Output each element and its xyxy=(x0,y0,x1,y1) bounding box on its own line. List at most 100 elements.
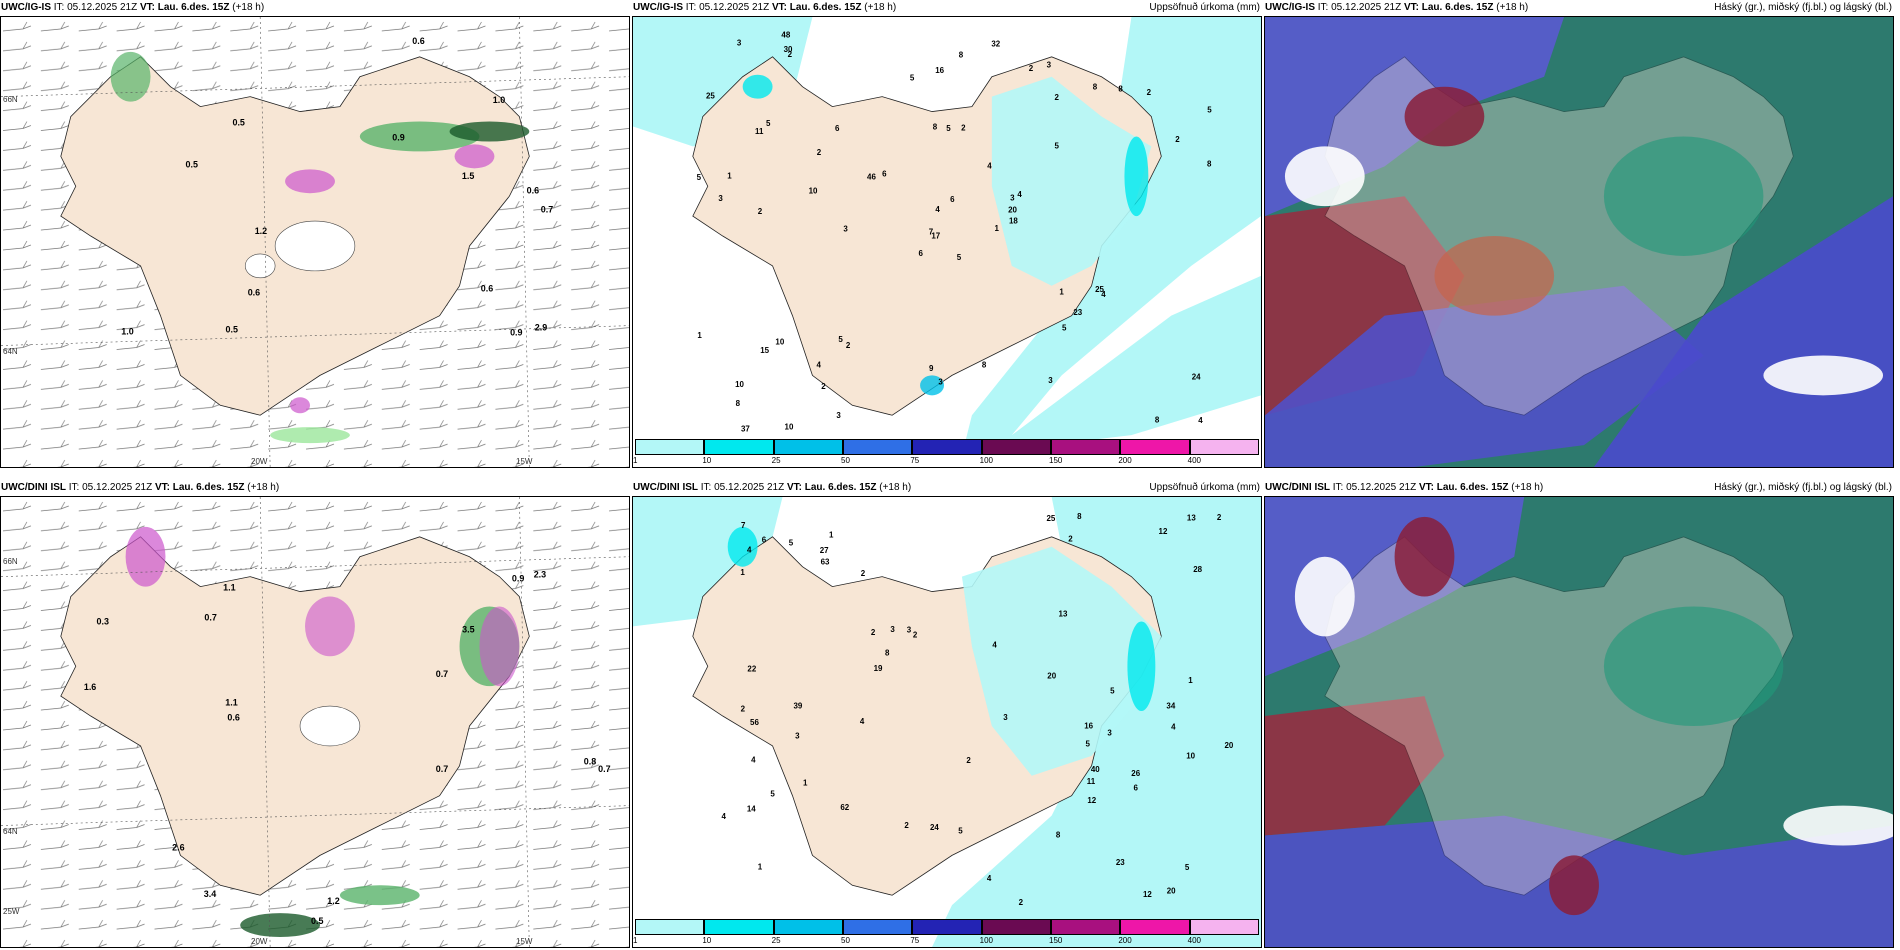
colorbar-swatch xyxy=(704,919,774,935)
panel-title: UWC/DINI ISL IT: 05.12.2025 21Z VT: Lau.… xyxy=(633,482,912,493)
colorbar-tick-label: 75 xyxy=(910,456,920,465)
map-value-label: 4 xyxy=(987,874,992,883)
colorbar-tick-label: 200 xyxy=(1118,456,1132,465)
lon-label: 15W xyxy=(516,457,533,466)
lon-label: 25W xyxy=(3,907,20,916)
map-frame[interactable] xyxy=(1264,496,1894,948)
map-value-label: 5 xyxy=(1086,739,1091,748)
map-value-label: 0.6 xyxy=(481,284,493,294)
map-value-label: 37 xyxy=(741,424,750,433)
map-value-label: 3 xyxy=(938,377,943,386)
map-value-label: 2 xyxy=(1147,88,1152,97)
colorbar-swatch xyxy=(912,919,982,935)
map-value-label: 0.7 xyxy=(541,205,553,215)
map-frame[interactable]: 5 4 1 1 2 23 14 2 2 2 1 2 4 5 2 1 2 3 3 1 2 12 19 10 25 27 40 56 63 5… xyxy=(632,496,1262,948)
cloud-cover-map[interactable] xyxy=(1265,17,1893,467)
accumulated-precip-map[interactable]: 5411223142221245212331212191025274056635… xyxy=(633,497,1261,947)
map-value-label: 2 xyxy=(758,207,763,216)
map-value-label: 6 xyxy=(1134,784,1139,793)
map-value-label: 0.5 xyxy=(225,325,237,335)
map-value-label: 2 xyxy=(817,148,822,157)
map-value-label: 18 xyxy=(1009,217,1018,226)
map-value-label: 12 xyxy=(1143,890,1152,899)
map-value-label: 8 xyxy=(933,123,938,132)
map-value-label: 3 xyxy=(1107,729,1112,738)
map-value-label: 0.9 xyxy=(512,574,524,584)
map-value-label: 8 xyxy=(982,361,987,370)
map-frame[interactable] xyxy=(1264,16,1894,468)
map-value-label: 4 xyxy=(722,812,727,821)
map-value-label: 4 xyxy=(1017,190,1022,199)
colorbar-swatch xyxy=(1120,439,1190,455)
precip-wind-map[interactable]: 0.5 0.6 0.9 0.7 1.2 2.9 0.6 0.6 0.9 1.0 0.5 0.6 1.5 0… xyxy=(1,17,629,467)
colorbar-tick-label: 10 xyxy=(702,936,712,945)
panel-title: UWC/IG-IS IT: 05.12.2025 21Z VT: Lau. 6.… xyxy=(1,2,265,13)
map-value-label: 25 xyxy=(706,91,715,100)
colorbar-swatch xyxy=(843,919,913,935)
colorbar-swatch xyxy=(981,439,1051,455)
lat-label: 66N xyxy=(3,557,18,566)
map-value-label: 20 xyxy=(1167,887,1176,896)
map-value-label: 13 xyxy=(1187,514,1196,523)
map-value-label: 5 xyxy=(958,827,963,836)
map-value-label: 4 xyxy=(817,361,822,370)
colorbar-swatch xyxy=(773,919,843,935)
map-value-label: 3 xyxy=(1048,376,1053,385)
map-value-label: 2 xyxy=(741,704,746,713)
map-value-label: 11 xyxy=(1087,777,1096,786)
map-value-label: 0.6 xyxy=(248,288,260,298)
map-value-label: 5 xyxy=(697,173,702,182)
lat-label: 64N xyxy=(3,827,18,836)
map-value-label: 10 xyxy=(735,380,744,389)
map-value-label: 3 xyxy=(1010,193,1015,202)
map-value-label: 4 xyxy=(1171,723,1176,732)
colorbar-tick-label: 200 xyxy=(1118,936,1132,945)
map-value-label: 27 xyxy=(820,546,829,555)
map-value-label: 0.8 xyxy=(584,757,596,767)
map-value-label: 12 xyxy=(1087,796,1096,805)
map-frame[interactable]: 0.3 0.7 0.7 1.2 0.9 0.5 0.7 0.6 2.3 0.7 0.8 1.1 3.5 2… xyxy=(0,496,630,948)
colorbar-swatch xyxy=(843,439,913,455)
map-value-label: 2 xyxy=(904,821,909,830)
colorbar-swatch xyxy=(1120,919,1190,935)
lon-label: 15W xyxy=(516,937,533,946)
panel-top-right: UWC/IG-IS IT: 05.12.2025 21Z VT: Lau. 6.… xyxy=(1264,0,1894,468)
map-value-label: 5 xyxy=(766,119,771,128)
map-value-label: 3 xyxy=(718,194,723,203)
accumulated-precip-map[interactable]: 5111710323221242565108410682544516318794… xyxy=(633,17,1261,467)
map-value-label: 5 xyxy=(910,73,915,82)
map-value-label: 2 xyxy=(871,628,876,637)
map-value-label: 4 xyxy=(987,162,992,171)
map-value-label: 5 xyxy=(946,124,951,133)
map-value-label: 16 xyxy=(1084,721,1093,730)
panel-title: UWC/DINI ISL IT: 05.12.2025 21Z VT: Lau.… xyxy=(1265,482,1544,493)
map-value-label: 0.7 xyxy=(436,764,448,774)
map-value-label: 4 xyxy=(1101,290,1106,299)
precip-wind-map[interactable]: 0.3 0.70.71.20.90.50.70.62.30.70.81.13.52… xyxy=(1,497,629,947)
map-value-label: 1.0 xyxy=(493,95,505,105)
map-value-label: 2.3 xyxy=(534,570,546,580)
map-frame[interactable]: 0.5 0.6 0.9 0.7 1.2 2.9 0.6 0.6 0.9 1.0 0.5 0.6 1.5 0… xyxy=(0,16,630,468)
map-value-label: 25 xyxy=(1046,514,1055,523)
map-value-label: 28 xyxy=(1193,565,1202,574)
map-value-label: 48 xyxy=(781,30,790,39)
map-value-label: 2 xyxy=(788,50,793,59)
colorbar-tick-label: 400 xyxy=(1187,456,1202,465)
map-value-label: 5 xyxy=(838,335,843,344)
colorbar-tick-label: 100 xyxy=(979,456,994,465)
map-value-label: 5 xyxy=(1054,142,1059,151)
map-value-label: 32 xyxy=(991,39,1000,48)
colorbar-swatch xyxy=(912,439,982,455)
cloud-cover-map[interactable] xyxy=(1265,497,1893,947)
wind-labels: 0.3 0.70.71.20.90.50.70.62.30.70.81.13.52… xyxy=(84,570,611,926)
map-value-label: 10 xyxy=(775,338,784,347)
map-value-label: 5 xyxy=(1062,324,1067,333)
map-value-label: 0.3 xyxy=(96,616,108,626)
colorbar-tick-label: 50 xyxy=(841,936,850,945)
colorbar-tick-label: 400 xyxy=(1187,936,1202,945)
map-value-label: 6 xyxy=(950,195,955,204)
map-value-label: 2 xyxy=(1175,135,1180,144)
map-frame[interactable]: 5 11 17 10 3 2 3 2 2 1 2 4 2 5 6 5 10 8 4 10 6 8 2 5 4 4 5 16 3 1 8 7 9 4… xyxy=(632,16,1262,468)
map-value-label: 23 xyxy=(1116,858,1125,867)
panel-bottom-middle: UWC/DINI ISL IT: 05.12.2025 21Z VT: Lau.… xyxy=(632,480,1262,948)
